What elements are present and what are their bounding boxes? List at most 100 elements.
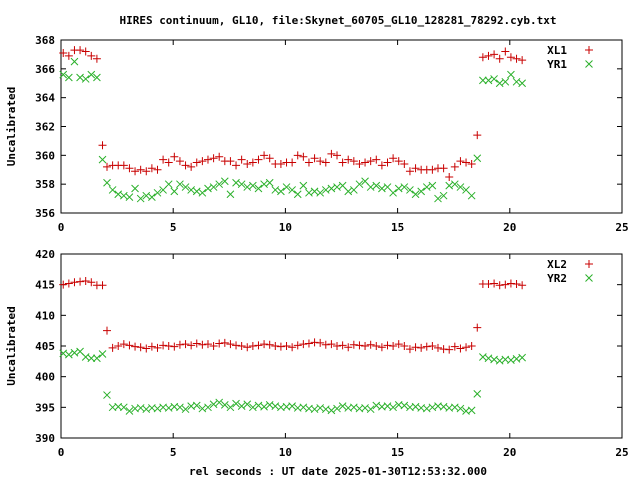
- data-point: [479, 76, 487, 85]
- data-point: [439, 191, 448, 200]
- data-point: [209, 342, 218, 350]
- data-point: [153, 343, 162, 352]
- x-tick-label: 15: [391, 221, 404, 234]
- y-tick-label: 395: [35, 401, 55, 414]
- data-point: [321, 186, 330, 194]
- data-point: [304, 339, 313, 348]
- data-point: [288, 343, 297, 352]
- data-point: [65, 73, 73, 82]
- data-point: [450, 342, 459, 351]
- data-point: [93, 354, 101, 363]
- data-point: [501, 280, 510, 289]
- y-tick-label: 400: [35, 371, 55, 384]
- data-point: [344, 155, 353, 164]
- data-point: [333, 183, 341, 191]
- data-point: [428, 181, 437, 190]
- data-point: [98, 281, 107, 290]
- data-point: [299, 340, 308, 349]
- data-point: [125, 193, 134, 201]
- data-point: [405, 167, 414, 176]
- data-point: [344, 187, 353, 196]
- data-point: [181, 340, 190, 349]
- data-point: [254, 155, 263, 164]
- data-point: [237, 342, 246, 350]
- data-point: [92, 54, 101, 63]
- data-point: [299, 152, 308, 161]
- y-tick-label: 358: [35, 178, 55, 191]
- legend-marker: [585, 46, 593, 54]
- data-point: [439, 345, 448, 354]
- data-point: [170, 342, 179, 351]
- data-point: [394, 157, 403, 166]
- y-tick-label: 364: [35, 92, 55, 105]
- data-point: [131, 167, 140, 176]
- data-point: [81, 276, 90, 285]
- data-point: [456, 344, 465, 353]
- data-point: [192, 187, 201, 196]
- data-point: [220, 401, 229, 409]
- data-point: [87, 278, 96, 287]
- data-point: [327, 184, 336, 193]
- data-point: [383, 341, 392, 350]
- y-axis-label: Uncalibrated: [5, 306, 18, 385]
- series-YR1: [59, 57, 526, 203]
- data-point: [305, 188, 313, 197]
- data-point: [495, 79, 504, 88]
- data-point: [293, 151, 302, 160]
- legend-marker: [585, 60, 593, 68]
- data-point: [428, 165, 437, 174]
- data-point: [344, 343, 353, 352]
- data-point: [377, 161, 386, 170]
- data-point: [327, 149, 336, 158]
- data-point: [518, 79, 526, 88]
- y-tick-label: 390: [35, 432, 55, 445]
- data-point: [355, 180, 364, 189]
- y-tick-label: 356: [35, 207, 55, 220]
- data-point: [333, 151, 342, 160]
- data-point: [147, 342, 156, 351]
- data-point: [87, 70, 96, 79]
- data-point: [366, 340, 375, 349]
- y-tick-label: 405: [35, 340, 55, 353]
- data-point: [204, 403, 212, 412]
- data-point: [265, 154, 274, 163]
- data-point: [260, 180, 268, 189]
- data-point: [181, 183, 190, 191]
- data-point: [136, 343, 145, 352]
- data-point: [417, 343, 426, 352]
- data-point: [506, 279, 515, 288]
- data-point: [198, 188, 207, 197]
- data-point: [445, 181, 454, 190]
- data-point: [495, 281, 504, 290]
- data-point: [76, 277, 85, 286]
- data-point: [108, 343, 117, 352]
- data-point: [232, 341, 241, 350]
- data-point: [512, 77, 521, 86]
- data-point: [304, 158, 313, 167]
- data-point: [254, 341, 263, 350]
- data-point: [175, 340, 184, 349]
- data-point: [232, 399, 240, 408]
- data-point: [355, 159, 364, 168]
- data-point: [265, 340, 274, 349]
- data-point: [237, 155, 246, 164]
- data-point: [249, 181, 257, 190]
- data-point: [422, 342, 431, 351]
- data-point: [484, 280, 493, 289]
- data-point: [310, 154, 319, 163]
- data-point: [310, 338, 319, 347]
- data-point: [232, 161, 241, 170]
- data-point: [377, 343, 386, 352]
- data-point: [327, 340, 336, 349]
- panel-1: 0 5 10 15 20 25 356 358 360 362 364 366 368 Uncalibra…: [5, 34, 629, 234]
- data-point: [378, 184, 386, 193]
- data-point: [372, 342, 381, 350]
- data-point: [366, 157, 375, 166]
- data-point: [512, 54, 521, 63]
- data-point: [76, 46, 85, 55]
- x-tick-label: 20: [503, 221, 516, 234]
- x-tick-label: 0: [58, 221, 65, 234]
- data-point: [65, 350, 73, 359]
- data-point: [445, 345, 454, 354]
- x-tick-label: 0: [58, 446, 65, 459]
